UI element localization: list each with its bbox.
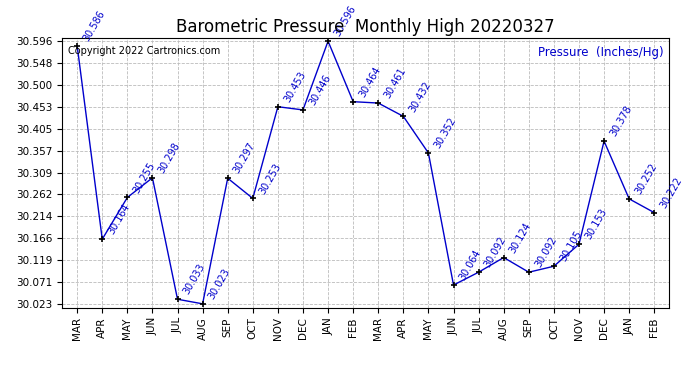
Text: 30.298: 30.298 (157, 141, 182, 175)
Text: 30.252: 30.252 (633, 162, 659, 196)
Text: 30.064: 30.064 (457, 248, 483, 282)
Text: 30.446: 30.446 (307, 73, 333, 107)
Text: 30.297: 30.297 (232, 141, 257, 176)
Text: 30.092: 30.092 (483, 235, 509, 269)
Text: 30.153: 30.153 (583, 207, 609, 242)
Text: 30.124: 30.124 (508, 220, 533, 255)
Text: 30.222: 30.222 (658, 176, 684, 210)
Text: 30.378: 30.378 (608, 104, 634, 138)
Text: 30.092: 30.092 (533, 235, 558, 269)
Text: 30.105: 30.105 (558, 229, 584, 264)
Text: Copyright 2022 Cartronics.com: Copyright 2022 Cartronics.com (68, 46, 220, 56)
Text: 30.033: 30.033 (181, 262, 207, 297)
Text: 30.253: 30.253 (257, 161, 283, 196)
Text: 30.464: 30.464 (357, 65, 383, 99)
Text: 30.586: 30.586 (81, 9, 107, 43)
Text: 30.453: 30.453 (282, 70, 308, 104)
Text: 30.164: 30.164 (106, 202, 132, 236)
Text: 30.023: 30.023 (207, 267, 233, 301)
Text: 30.596: 30.596 (332, 4, 358, 38)
Text: 30.461: 30.461 (382, 66, 408, 100)
Text: 30.255: 30.255 (132, 160, 157, 195)
Text: 30.432: 30.432 (408, 80, 433, 114)
Title: Barometric Pressure  Monthly High 20220327: Barometric Pressure Monthly High 2022032… (177, 18, 555, 36)
Text: 30.352: 30.352 (433, 116, 458, 150)
Text: Pressure  (Inches/Hg): Pressure (Inches/Hg) (538, 46, 663, 58)
